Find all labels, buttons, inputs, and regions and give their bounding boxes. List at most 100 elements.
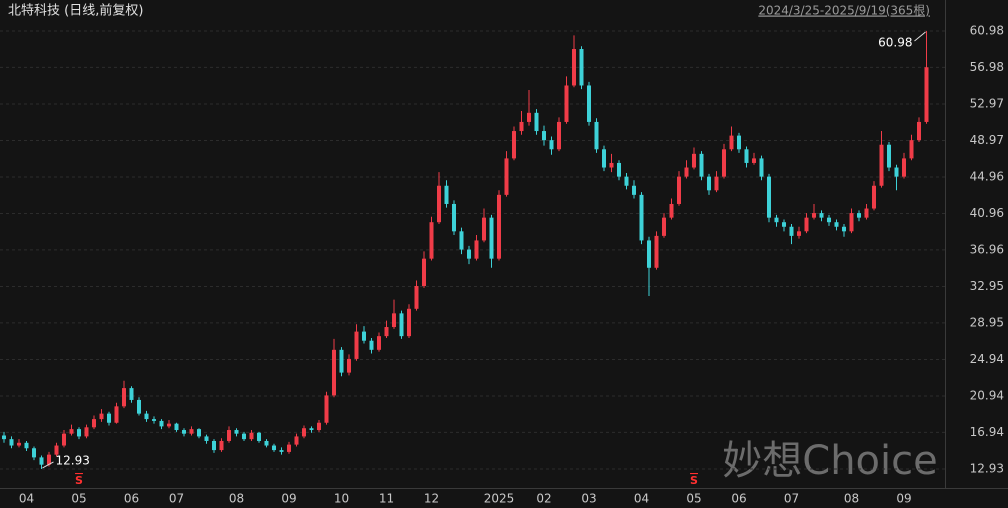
candle-body xyxy=(924,67,929,122)
candle-body xyxy=(189,429,194,434)
candle-body xyxy=(234,430,239,434)
candle-body xyxy=(182,430,186,434)
y-tick-label: 24.94 xyxy=(970,352,1004,366)
candle-body xyxy=(114,406,119,423)
candle-body xyxy=(849,213,854,232)
candle-body xyxy=(917,121,921,141)
candle-body xyxy=(317,422,321,431)
watermark: 妙想Choice xyxy=(722,438,937,484)
candle-body xyxy=(887,144,891,168)
candle-body xyxy=(542,131,546,141)
annotation-arrow xyxy=(914,31,926,42)
x-tick-label: 04 xyxy=(19,492,34,506)
candle-body xyxy=(842,226,846,232)
y-tick-label: 16.94 xyxy=(970,425,1004,439)
candle-body xyxy=(362,331,366,341)
candle-body xyxy=(722,149,726,177)
candle-body xyxy=(752,158,756,163)
candle-body xyxy=(512,131,516,159)
candle-body xyxy=(909,140,914,159)
candle-body xyxy=(452,203,456,232)
candle-body xyxy=(527,112,531,122)
candle-body xyxy=(609,162,614,168)
candle-body xyxy=(92,419,96,428)
annotation-label: 12.93 xyxy=(56,453,90,467)
candle-body xyxy=(99,413,104,420)
candle-body xyxy=(714,176,719,191)
candle-body xyxy=(624,176,629,186)
candle-body xyxy=(549,140,554,150)
annotation-label: 60.98 xyxy=(878,35,912,49)
candle-body xyxy=(377,336,381,350)
candle-body xyxy=(159,420,164,427)
annotation-arrow xyxy=(42,461,54,469)
chart-title: 北特科技 (日线,前复权) xyxy=(8,3,143,19)
y-tick-label: 28.95 xyxy=(970,315,1004,329)
candle-body xyxy=(444,185,449,204)
candle-body xyxy=(24,442,29,449)
x-tick-label: 11 xyxy=(379,492,394,506)
x-tick-label: 08 xyxy=(844,492,859,506)
x-tick-label: 04 xyxy=(634,492,649,506)
x-tick-label: 2025 xyxy=(484,492,515,506)
candle-body xyxy=(264,440,269,446)
candle-body xyxy=(69,429,74,434)
y-tick-label: 36.96 xyxy=(970,242,1004,256)
candle-body xyxy=(392,313,396,328)
y-tick-label: 56.98 xyxy=(970,60,1004,74)
candle-body xyxy=(857,213,861,218)
y-tick-label: 32.95 xyxy=(970,279,1004,293)
candle-body xyxy=(699,153,704,177)
candle-body xyxy=(534,112,539,132)
candle-body xyxy=(782,222,786,227)
candle-body xyxy=(819,213,824,218)
candle-body xyxy=(399,313,404,337)
candle-body xyxy=(894,167,899,177)
candle-body xyxy=(9,439,14,446)
candle-body xyxy=(302,428,306,437)
y-tick-label: 20.94 xyxy=(970,388,1004,402)
x-tick-label: 09 xyxy=(281,492,296,506)
candle-body xyxy=(519,121,524,132)
candle-body xyxy=(864,208,869,218)
candle-body xyxy=(737,135,741,150)
candle-body xyxy=(557,121,561,150)
candle-body xyxy=(144,413,149,420)
candle-body xyxy=(879,144,884,186)
x-tick-label: 06 xyxy=(731,492,746,506)
x-tick-label: 08 xyxy=(229,492,244,506)
candle-body xyxy=(167,423,171,427)
candle-body xyxy=(242,433,246,440)
candle-body xyxy=(47,454,51,465)
signal-marker: S xyxy=(690,474,698,487)
candle-body xyxy=(797,231,801,236)
candle-body xyxy=(152,419,156,421)
candle-body xyxy=(459,231,464,250)
candle-body xyxy=(429,222,434,259)
candle-body xyxy=(647,240,651,268)
candle-body xyxy=(744,149,749,163)
candle-body xyxy=(902,158,906,177)
candle-body xyxy=(504,158,509,195)
candle-body xyxy=(249,432,254,440)
y-tick-label: 60.98 xyxy=(970,23,1004,37)
candle-body xyxy=(812,213,816,218)
signal-marker: S xyxy=(75,474,83,487)
range-label[interactable]: 2024/3/25-2025/9/19(365根) xyxy=(758,4,930,18)
candle-body xyxy=(684,167,689,177)
x-tick-label: 12 xyxy=(424,492,439,506)
x-tick-label: 02 xyxy=(536,492,551,506)
candle-body xyxy=(669,203,674,218)
x-tick-label: 03 xyxy=(581,492,596,506)
candle-body xyxy=(174,423,179,431)
candle-body xyxy=(204,436,209,441)
candle-body xyxy=(422,258,426,287)
candle-body xyxy=(212,440,216,451)
candle-body xyxy=(122,388,126,407)
x-tick-label: 05 xyxy=(71,492,86,506)
candle-body xyxy=(77,429,81,437)
candle-body xyxy=(774,217,779,223)
x-tick-label: 05 xyxy=(686,492,701,506)
candle-body xyxy=(129,388,134,400)
